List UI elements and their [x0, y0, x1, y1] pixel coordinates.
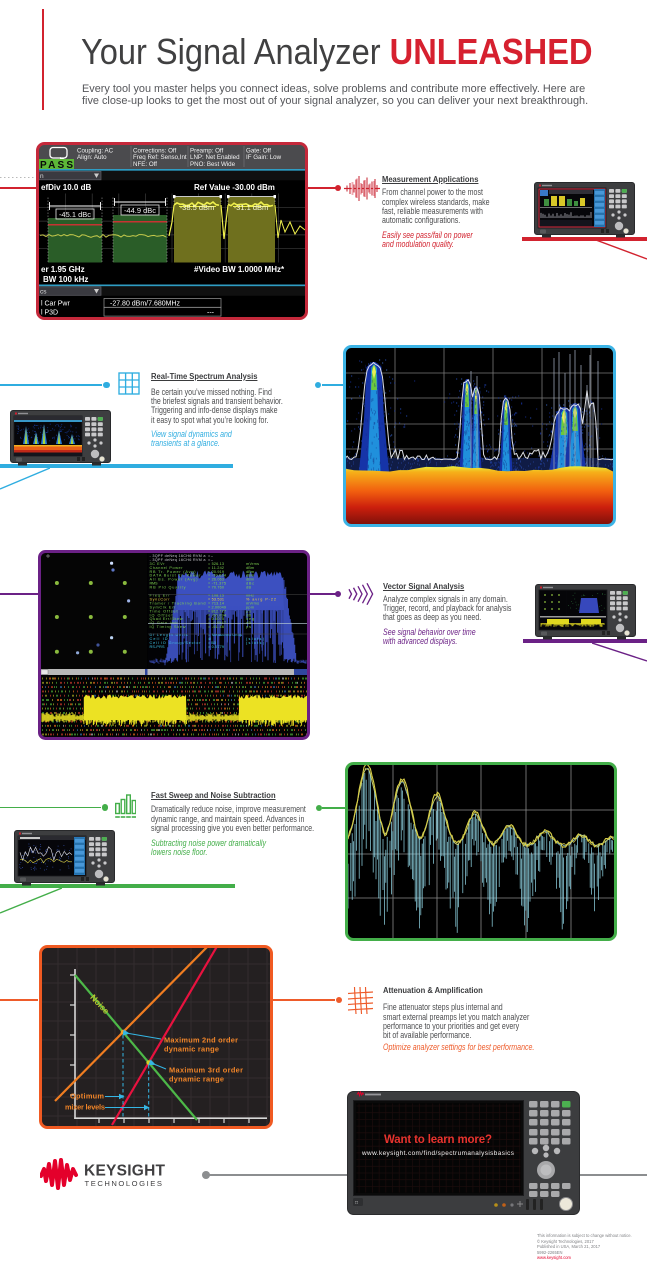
svg-text:KEYSIGHT: KEYSIGHT [84, 1163, 166, 1180]
svg-text:= -71.375: = -71.375 [208, 582, 226, 586]
svg-text:n: n [40, 173, 44, 180]
svg-text:- 3QPF deNeq 16CH6 RVM a: - 3QPF deNeq 16CH6 RVM a [150, 554, 207, 558]
svg-text:Quad Err/Skew: Quad Err/Skew [150, 617, 183, 621]
svg-text:Tramer / Tracking Band: Tramer / Tracking Band [150, 601, 206, 605]
svg-text:-27.80 dBm/7.680MHz: -27.80 dBm/7.680MHz [110, 301, 181, 308]
svg-text:(slots): (slots) [246, 641, 265, 645]
svg-text:= 0.0779: = 0.0779 [208, 645, 224, 649]
svg-text:= --: = -- [208, 558, 214, 562]
svg-text:-44.9 dBc: -44.9 dBc [124, 206, 156, 215]
svg-text:TECHNOLOGIES: TECHNOLOGIES [85, 1179, 164, 1188]
svg-text:ppm: ppm [246, 605, 254, 609]
svg-text:= 53.531: = 53.531 [208, 598, 224, 602]
svg-text:IF Gain: Low: IF Gain: Low [246, 154, 282, 161]
svg-text:SyncCorr: SyncCorr [150, 598, 171, 602]
svg-text:= 2.00049: = 2.00049 [208, 605, 226, 609]
svg-text:Channel Power: Channel Power [150, 566, 184, 570]
svg-text:www.keysight.com/find/spectrum: www.keysight.com/find/spectrumanalysisba… [361, 1150, 514, 1157]
svg-text:-38.5 dBm: -38.5 dBm [180, 203, 215, 212]
svg-text:dBm: dBm [246, 570, 254, 574]
svg-text:BW 100 kHz: BW 100 kHz [43, 275, 88, 284]
svg-text:Maximum 3rd order: Maximum 3rd order [169, 1066, 243, 1075]
svg-text:-45.1 dBc: -45.1 dBc [59, 210, 91, 219]
svg-text:- 3QPF deNeq 16CH6 RVM a: - 3QPF deNeq 16CH6 RVM a [150, 558, 207, 562]
svg-text:dynamic range: dynamic range [169, 1075, 224, 1084]
svg-text:(slots): (slots) [246, 637, 265, 641]
svg-text:Freq Err: Freq Err [150, 594, 171, 598]
svg-text:= 0.0075: = 0.0075 [208, 617, 224, 621]
svg-text:Cell ID Group/Sector: Cell ID Group/Sector [150, 641, 202, 645]
svg-text:All Bs. Power (Avg): All Bs. Power (Avg) [150, 578, 199, 582]
svg-text:= 26.063: = 26.063 [208, 578, 224, 582]
svg-text:PASS: PASS [40, 160, 73, 171]
svg-text:Want to learn more?: Want to learn more? [384, 1134, 492, 1146]
svg-text:µs: µs [246, 609, 251, 613]
svg-text:= Measured Units: = Measured Units [208, 633, 242, 637]
svg-text:---: --- [207, 310, 215, 317]
svg-text:= 108.15: = 108.15 [208, 594, 224, 598]
svg-text:= 70.760: = 70.760 [208, 586, 224, 590]
svg-text:RS-PRS: RS-PRS [150, 645, 165, 649]
svg-text:dynamic range: dynamic range [164, 1045, 219, 1054]
svg-text:= -61.46: = -61.46 [208, 625, 224, 629]
svg-text:= -70.634: = -70.634 [208, 574, 226, 578]
svg-text:Optimum: Optimum [70, 1092, 104, 1101]
svg-text:l P3D: l P3D [41, 310, 58, 317]
svg-text:DATA Burst Tr. Power: DATA Burst Tr. Power [150, 574, 202, 578]
svg-text:mixer levels: mixer levels [65, 1103, 105, 1112]
svg-text:Gate: Off: Gate: Off [246, 148, 271, 155]
svg-text:dBm: dBm [246, 574, 254, 578]
svg-text:IQ Offset: IQ Offset [150, 613, 174, 617]
svg-text:dBm: dBm [246, 578, 254, 582]
svg-text:= -50.094: = -50.094 [208, 613, 226, 617]
svg-text:Maximum 2nd order: Maximum 2nd order [164, 1036, 238, 1045]
svg-text:LNP: Net Enabled: LNP: Net Enabled [190, 154, 240, 161]
svg-text:Cell ID: Cell ID [150, 637, 168, 641]
svg-text:Coupling: AC: Coupling: AC [77, 148, 114, 155]
svg-text:Align: Auto: Align: Auto [77, 154, 107, 161]
svg-text:mHz: mHz [246, 594, 254, 598]
svg-text:mVrms: mVrms [246, 562, 259, 566]
svg-text:dB: dB [246, 613, 251, 617]
svg-text:PNO: Best Wide: PNO: Best Wide [190, 161, 236, 168]
svg-text:dB: dB [246, 586, 251, 590]
svg-text:dBc: dBc [246, 582, 254, 586]
svg-text:3C EVr: 3C EVr [150, 562, 166, 566]
svg-text:cs: cs [40, 289, 47, 296]
svg-text:□: □ [355, 1200, 358, 1206]
svg-text:RB Tr. Power (Avg): RB Tr. Power (Avg) [150, 570, 197, 574]
svg-text:= 20.919: = 20.919 [208, 570, 224, 574]
svg-text:= 0: = 0 [208, 637, 211, 641]
svg-text:= 713.14: = 713.14 [208, 601, 224, 605]
svg-text:Corrections: Off: Corrections: Off [133, 148, 176, 155]
svg-text:= 526.13: = 526.13 [208, 562, 224, 566]
svg-text:deg: deg [246, 617, 254, 621]
svg-text:= 0/0: = 0/0 [208, 641, 216, 645]
svg-text:-31.1 dBm: -31.1 dBm [234, 203, 269, 212]
svg-text:Preamp: Off: Preamp: Off [190, 148, 224, 155]
svg-text:= 812.727: = 812.727 [208, 609, 226, 613]
svg-text:Time Offset: Time Offset [150, 609, 179, 613]
svg-text:IQ Timing Skew: IQ Timing Skew [150, 625, 186, 629]
svg-text:% avrg P-22: % avrg P-22 [246, 598, 276, 602]
svg-text:#Video BW 1.0000 MHz*: #Video BW 1.0000 MHz* [194, 265, 285, 274]
svg-text:mVrms: mVrms [246, 601, 259, 605]
svg-text:Freq Ref: Senso,Int: Freq Ref: Senso,Int [133, 154, 187, 161]
svg-text:= 11.242: = 11.242 [208, 566, 224, 570]
svg-text:l Car Pwr: l Car Pwr [41, 301, 70, 308]
svg-text:= --: = -- [208, 554, 214, 558]
svg-text:ps: ps [246, 625, 251, 629]
svg-text:RMS: RMS [150, 582, 158, 586]
svg-text:efDiv 10.0 dB: efDiv 10.0 dB [41, 183, 91, 192]
svg-text:Df Length Units: Df Length Units [150, 633, 188, 637]
svg-text:Ref Value -30.00 dBm: Ref Value -30.00 dBm [194, 183, 275, 192]
svg-text:RB Pld Quality: RB Pld Quality [150, 586, 186, 590]
svg-text:SymClk Err: SymClk Err [150, 605, 177, 609]
svg-text:er 1.95 GHz: er 1.95 GHz [41, 265, 85, 274]
svg-text:NFE: Off: NFE: Off [133, 161, 157, 168]
svg-text:dBm: dBm [246, 566, 254, 570]
